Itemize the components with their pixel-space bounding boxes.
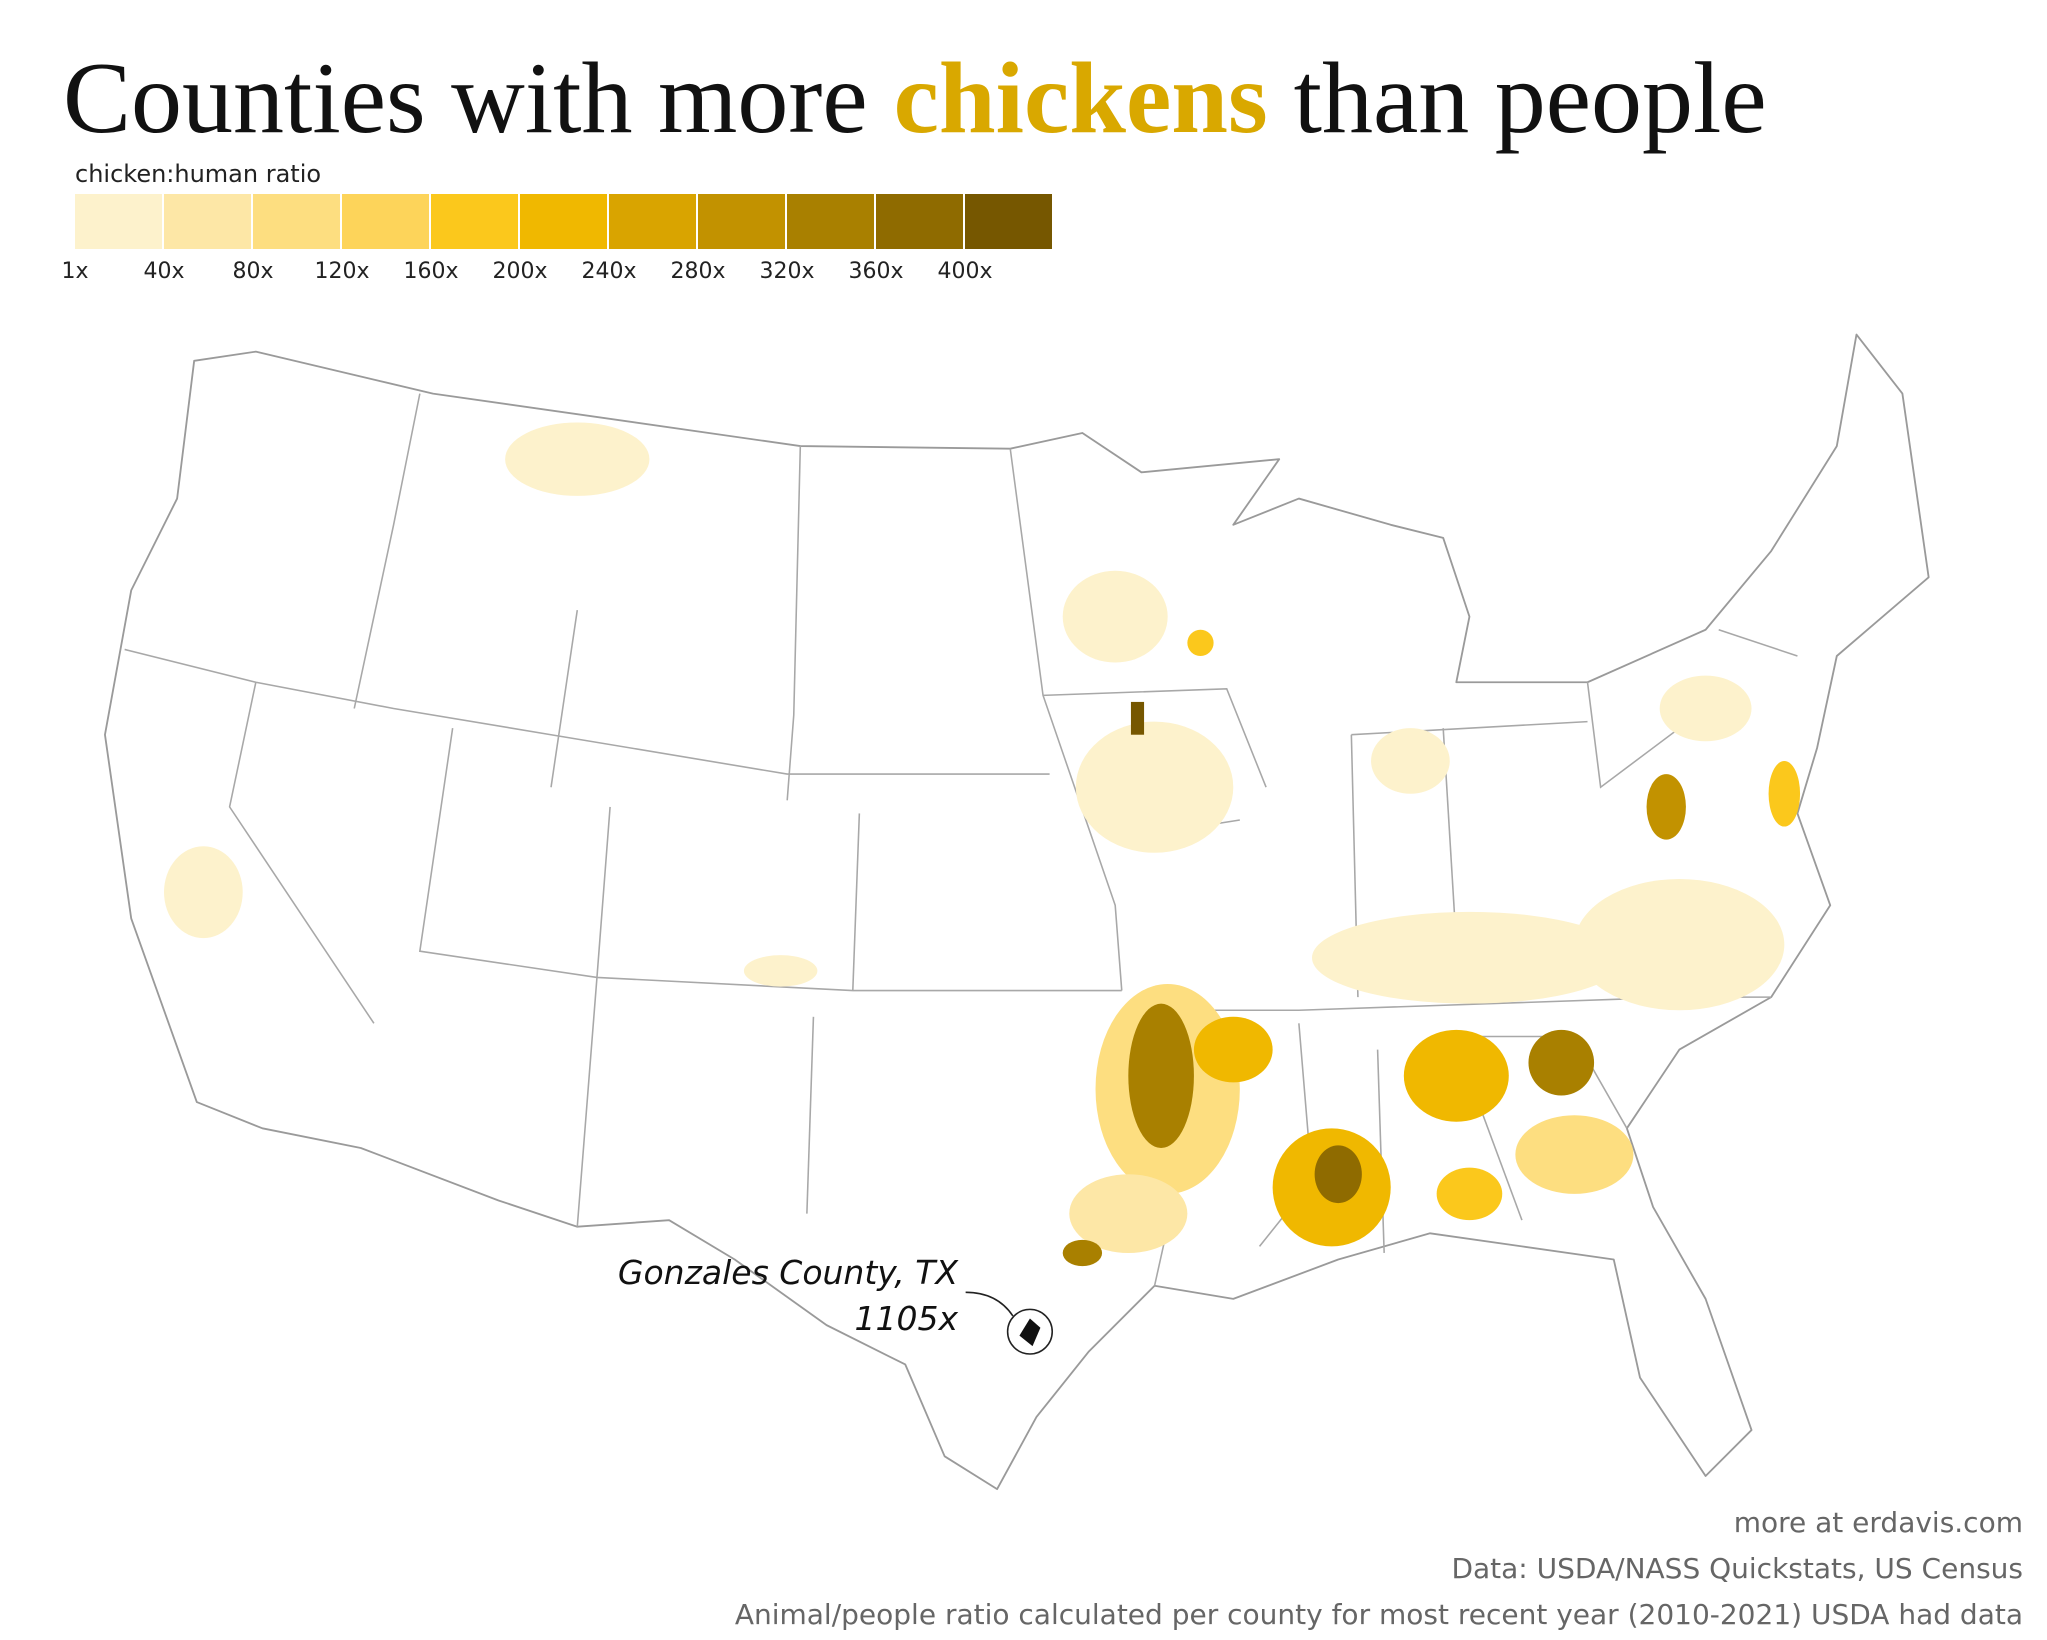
legend-label: 200x: [492, 259, 547, 284]
annotation-label: Gonzales County, TX: [618, 1253, 959, 1292]
legend-swatch: [431, 194, 518, 249]
legend-label: 80x: [232, 259, 273, 284]
legend-label: 40x: [143, 259, 184, 284]
title-part: than people: [1294, 42, 1767, 155]
legend-label: 400x: [937, 259, 992, 284]
legend-swatch: [698, 194, 785, 249]
legend-label: 360x: [848, 259, 903, 284]
legend-swatch: [164, 194, 251, 249]
legend-swatch: [787, 194, 874, 249]
legend-title: chicken:human ratio: [75, 160, 321, 188]
county-clusters: [164, 422, 1801, 1355]
legend-label: 1x: [61, 259, 88, 284]
legend-swatch: [965, 194, 1052, 249]
legend-label: 280x: [670, 259, 725, 284]
legend-label: 160x: [403, 259, 458, 284]
footer-text: Animal/people ratio calculated per count…: [735, 1598, 2023, 1631]
legend-label: 320x: [759, 259, 814, 284]
legend-swatch: [342, 194, 429, 249]
legend-label: 240x: [581, 259, 636, 284]
legend-swatch: [75, 194, 162, 249]
footer-text: Data: USDA/NASS Quickstats, US Census: [1451, 1552, 2023, 1585]
legend-swatch: [253, 194, 340, 249]
legend-swatch: [609, 194, 696, 249]
legend-swatch: [520, 194, 607, 249]
title-part: Counties with more: [63, 42, 868, 155]
map: [104, 333, 1930, 1491]
title-highlight: chickens: [894, 42, 1268, 155]
legend: 1x 40x 80x 120x 160x 200x 240x 280x 320x 360x 400x: [61, 194, 1052, 284]
footer-text: more at erdavis.com: [1734, 1506, 2023, 1539]
legend-label: 120x: [314, 259, 369, 284]
annotation-value: 1105x: [854, 1299, 958, 1338]
legend-swatch: [876, 194, 963, 249]
